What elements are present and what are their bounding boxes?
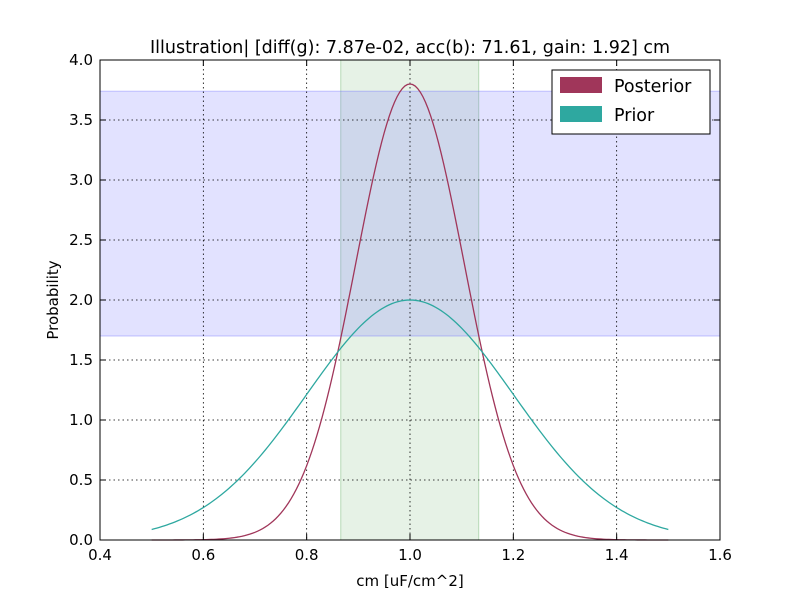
series-line-prior bbox=[151, 299, 669, 531]
chart-title: Illustration| [diff(g): 7.87e-02, acc(b)… bbox=[150, 38, 670, 58]
x-tick-label: 0.6 bbox=[191, 546, 215, 564]
y-tick-label: 1.5 bbox=[69, 351, 93, 369]
y-tick-label: 4.0 bbox=[69, 51, 93, 69]
x-tick-labels: 0.4 0.6 0.8 1.0 1.2 1.4 1.6 bbox=[88, 546, 732, 564]
y-tick-label: 2.0 bbox=[69, 291, 93, 309]
x-tick-label: 0.8 bbox=[295, 546, 319, 564]
legend-swatch-prior bbox=[560, 106, 602, 122]
axis-ticks bbox=[99, 59, 721, 541]
series-line-posterior bbox=[151, 83, 669, 541]
x-tick-label: 1.0 bbox=[398, 546, 422, 564]
x-axis-label: cm [uF/cm^2] bbox=[356, 572, 464, 590]
y-tick-label: 0.0 bbox=[69, 531, 93, 549]
y-tick-label: 3.5 bbox=[69, 111, 93, 129]
x-tick-label: 1.6 bbox=[708, 546, 732, 564]
y-tick-label: 3.0 bbox=[69, 171, 93, 189]
y-axis-label: Probability bbox=[44, 260, 62, 339]
legend-label-prior: Prior bbox=[614, 106, 655, 126]
y-tick-labels: 0.0 0.5 1.0 1.5 2.0 2.5 3.0 3.5 4.0 bbox=[69, 51, 93, 549]
y-tick-label: 0.5 bbox=[69, 471, 93, 489]
x-tick-label: 1.4 bbox=[605, 546, 629, 564]
legend: Posterior Prior bbox=[551, 69, 711, 135]
legend-label-posterior: Posterior bbox=[614, 77, 692, 97]
legend-swatch-posterior bbox=[560, 77, 602, 93]
x-tick-label: 0.4 bbox=[88, 546, 112, 564]
series-lines bbox=[151, 83, 669, 541]
y-tick-label: 2.5 bbox=[69, 231, 93, 249]
x-tick-label: 1.2 bbox=[501, 546, 525, 564]
y-tick-label: 1.0 bbox=[69, 411, 93, 429]
